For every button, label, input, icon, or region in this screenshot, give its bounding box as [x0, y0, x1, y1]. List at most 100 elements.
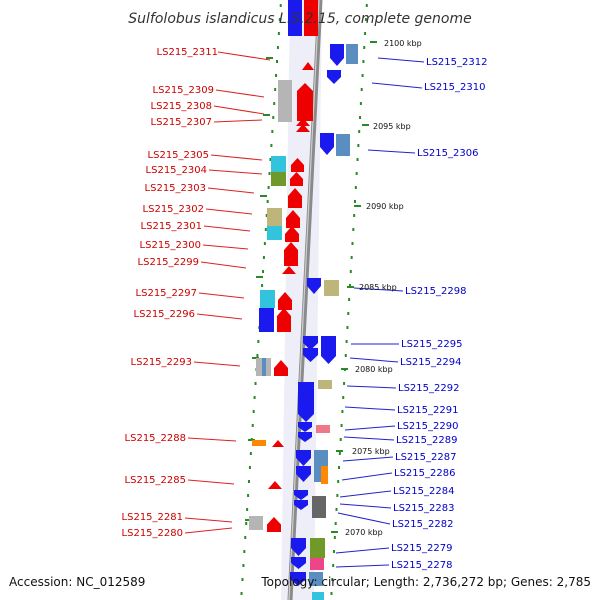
tick-dot-right	[331, 578, 334, 581]
gene-label-ls215-2312[interactable]: LS215_2312	[426, 57, 487, 68]
gene-label-ls215-2284[interactable]: LS215_2284	[393, 486, 454, 497]
tick-dot-right	[345, 340, 348, 343]
tick-dot-right	[360, 88, 363, 91]
right-label-leader	[344, 425, 396, 431]
tick-dot-right	[354, 186, 357, 189]
scale-dash	[248, 439, 255, 441]
gene-label-ls215-2302[interactable]: LS215_2302	[143, 204, 204, 215]
gene-label-ls215-2311[interactable]: LS215_2311	[157, 47, 218, 58]
gene-label-ls215-2287[interactable]: LS215_2287	[395, 452, 456, 463]
tick-dot-left	[245, 522, 248, 525]
kbp-tick	[354, 205, 361, 207]
tick-dot-right	[358, 130, 361, 133]
gene-label-ls215-2278[interactable]: LS215_2278	[391, 560, 452, 571]
tick-dot-left	[278, 18, 281, 21]
gene-label-ls215-2303[interactable]: LS215_2303	[145, 183, 206, 194]
gene-label-ls215-2292[interactable]: LS215_2292	[398, 383, 459, 394]
left-label-leader	[213, 119, 263, 123]
left-label-leader	[193, 361, 241, 367]
kbp-label-2070: 2070 kbp	[345, 528, 383, 537]
reverse-gene-arrow	[294, 490, 308, 500]
tick-dot-left	[276, 46, 279, 49]
right-label-leader	[335, 547, 390, 554]
cyan-feature	[260, 290, 275, 308]
right-label-leader	[335, 564, 390, 568]
gene-label-ls215-2288[interactable]: LS215_2288	[125, 433, 186, 444]
gene-label-ls215-2299[interactable]: LS215_2299	[138, 257, 199, 268]
gene-label-ls215-2310[interactable]: LS215_2310	[424, 82, 485, 93]
left-label-leader	[187, 437, 237, 442]
gene-label-ls215-2280[interactable]: LS215_2280	[122, 528, 183, 539]
reverse-gene-arrow	[290, 572, 306, 586]
gene-label-ls215-2295[interactable]: LS215_2295	[401, 339, 462, 350]
gene-label-ls215-2300[interactable]: LS215_2300	[140, 240, 201, 251]
left-label-leader	[215, 89, 265, 98]
tick-dot-left	[240, 592, 243, 595]
left-label-leader	[200, 261, 247, 269]
gene-label-ls215-2306[interactable]: LS215_2306	[417, 148, 478, 159]
left-label-leader	[196, 313, 243, 320]
gene-label-ls215-2291[interactable]: LS215_2291	[397, 405, 458, 416]
gene-label-ls215-2289[interactable]: LS215_2289	[396, 435, 457, 446]
forward-gene-arrow	[291, 158, 304, 172]
right-label-leader	[346, 385, 397, 389]
reverse-gene-arrow	[298, 432, 312, 442]
gene-label-ls215-2309[interactable]: LS215_2309	[153, 85, 214, 96]
gene-features	[249, 0, 358, 600]
tick-dot-left	[254, 382, 257, 385]
tick-dot-left	[252, 410, 255, 413]
gray-feature	[249, 516, 263, 530]
steelblue-feature	[336, 134, 350, 156]
tick-dot-left	[261, 284, 264, 287]
gene-label-ls215-2290[interactable]: LS215_2290	[397, 421, 458, 432]
right-label-leader	[349, 357, 399, 363]
forward-gene-arrow	[284, 242, 298, 266]
label-leader-lines	[184, 51, 425, 568]
kbp-label-2075: 2075 kbp	[352, 447, 390, 456]
forward-gene-top	[304, 0, 318, 36]
tick-dot-left	[279, 4, 282, 7]
tick-dot-left	[263, 242, 266, 245]
gene-label-ls215-2296[interactable]: LS215_2296	[134, 309, 195, 320]
green-feature	[271, 172, 286, 186]
gene-label-ls215-2305[interactable]: LS215_2305	[148, 150, 209, 161]
gene-label-ls215-2285[interactable]: LS215_2285	[125, 475, 186, 486]
reverse-gene-arrow	[307, 278, 321, 294]
tick-dot-left	[257, 340, 260, 343]
gene-label-ls215-2307[interactable]: LS215_2307	[151, 117, 212, 128]
tick-dot-left	[241, 578, 244, 581]
gene-label-ls215-2294[interactable]: LS215_2294	[400, 357, 461, 368]
reverse-gene-arrow	[327, 70, 341, 84]
tick-dot-right	[346, 326, 349, 329]
gene-label-ls215-2286[interactable]: LS215_2286	[394, 468, 455, 479]
gene-label-ls215-2297[interactable]: LS215_2297	[136, 288, 197, 299]
forward-gene-arrow	[286, 210, 300, 228]
reverse-gene-arrow	[303, 336, 318, 350]
tick-dot-right	[365, 4, 368, 7]
reverse-gene-arrow	[303, 348, 318, 362]
tick-dot-right	[334, 522, 337, 525]
forward-gene-arrow	[277, 308, 291, 332]
gene-label-ls215-2298[interactable]: LS215_2298	[405, 286, 466, 297]
gene-label-ls215-2282[interactable]: LS215_2282	[392, 519, 453, 530]
steelblue-feature	[309, 572, 323, 586]
gene-label-ls215-2283[interactable]: LS215_2283	[393, 503, 454, 514]
gene-label-ls215-2308[interactable]: LS215_2308	[151, 101, 212, 112]
kbp-tick	[347, 286, 354, 288]
gene-label-ls215-2301[interactable]: LS215_2301	[141, 221, 202, 232]
tick-dot-left	[267, 186, 270, 189]
tick-dot-right	[351, 242, 354, 245]
tick-dot-left	[276, 60, 278, 63]
gene-label-ls215-2279[interactable]: LS215_2279	[391, 543, 452, 554]
cyan-feature	[312, 592, 324, 600]
tick-dot-right	[338, 466, 341, 469]
gene-label-ls215-2304[interactable]: LS215_2304	[146, 165, 207, 176]
gray-feature	[312, 496, 326, 518]
left-label-leader	[184, 517, 233, 523]
gene-label-ls215-2293[interactable]: LS215_2293	[131, 357, 192, 368]
olive-feature	[324, 280, 339, 296]
gene-label-ls215-2281[interactable]: LS215_2281	[122, 512, 183, 523]
tick-dot-right	[343, 382, 346, 385]
kbp-label-2085: 2085 kbp	[359, 283, 397, 292]
